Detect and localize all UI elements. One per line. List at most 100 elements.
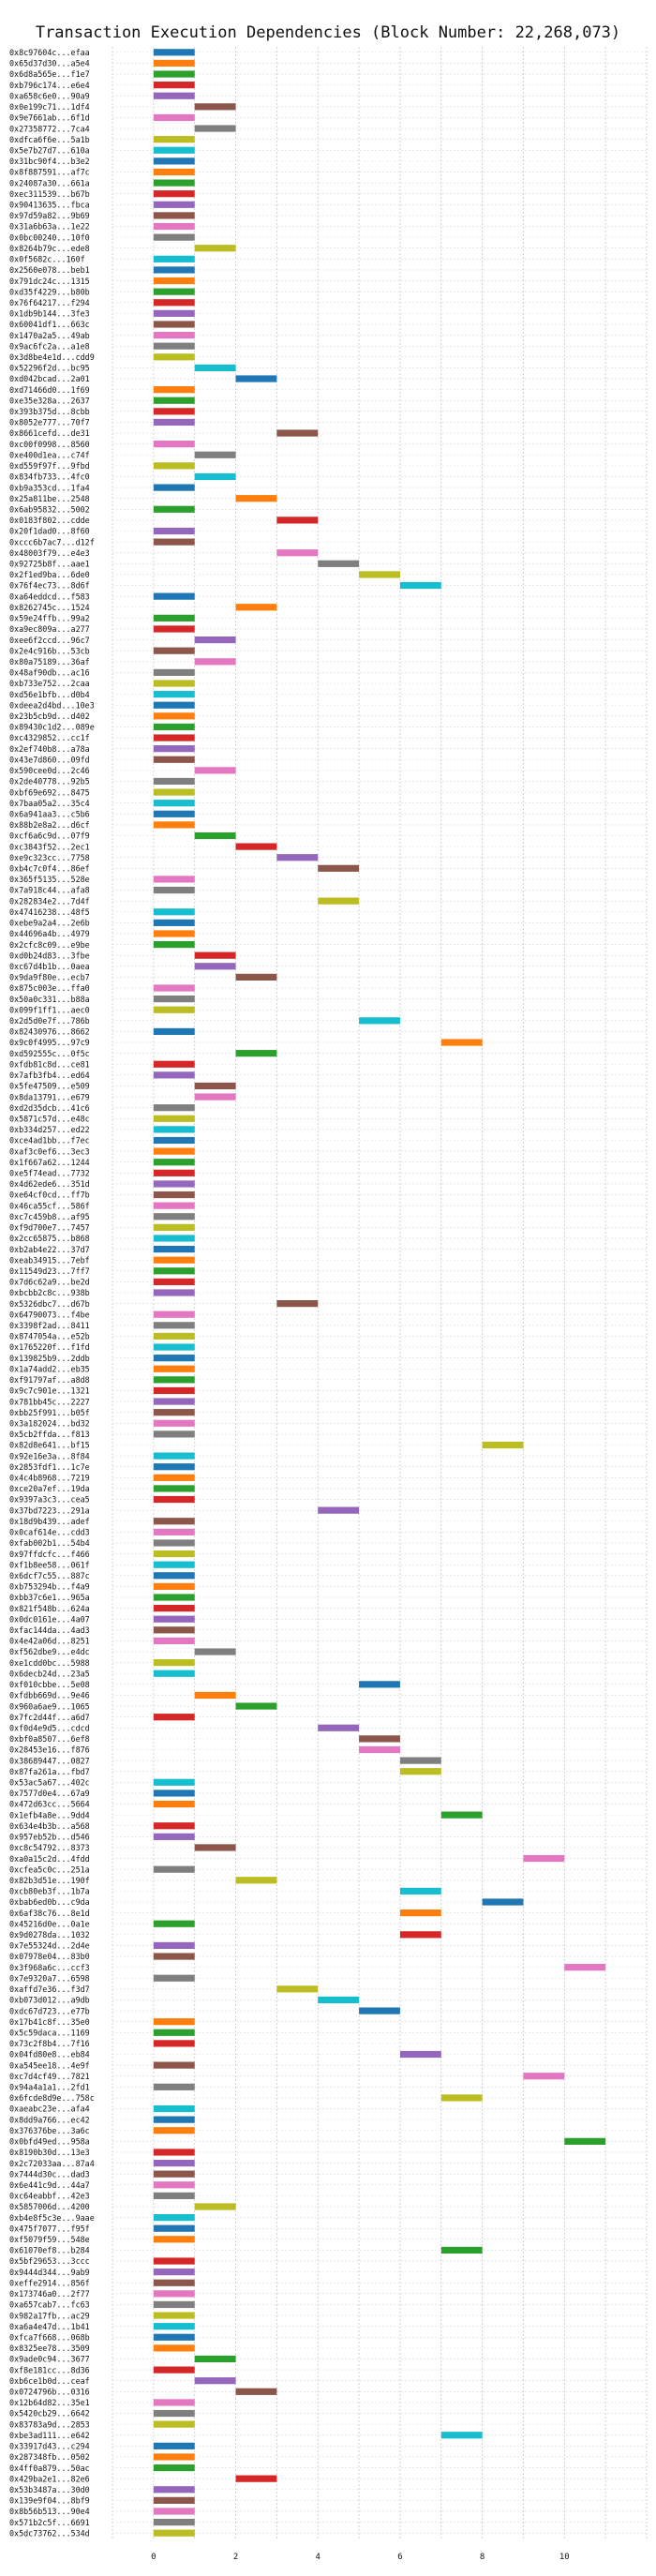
y-tick-label: 0xbf0a8507...6ef8 xyxy=(9,1734,90,1744)
y-tick-label: 0x47416238...48f5 xyxy=(9,907,90,917)
y-tick-label: 0x5bf29653...3ccc xyxy=(9,2256,90,2266)
bar xyxy=(153,2061,195,2069)
bar xyxy=(153,1386,195,1395)
y-tick-label: 0xce4ad1bb...f7ec xyxy=(9,1136,90,1146)
bar xyxy=(153,1169,195,1176)
y-tick-label: 0x64790073...f4be xyxy=(9,1310,90,1319)
bar xyxy=(153,353,195,361)
bar xyxy=(153,2529,195,2537)
y-tick-label: 0xc3843f52...2ec1 xyxy=(9,842,90,851)
y-tick-label: 0xf1b8ee58...061f xyxy=(9,1560,90,1569)
y-tick-label: 0xaf3c0ef6...3ec3 xyxy=(9,1146,90,1156)
y-tick-label: 0x6d8a565e...f1e7 xyxy=(9,69,90,79)
bar xyxy=(153,1485,195,1492)
bar xyxy=(153,408,195,415)
bar xyxy=(153,701,195,709)
bar xyxy=(399,1768,441,1775)
bar xyxy=(153,1180,195,1188)
bar xyxy=(399,581,441,590)
y-tick-label: 0xc8c54792...8373 xyxy=(9,1843,90,1852)
bar xyxy=(153,1941,195,1950)
bar xyxy=(153,462,195,470)
bar xyxy=(153,2116,195,2123)
bar xyxy=(153,1539,195,1547)
bar xyxy=(235,2475,277,2482)
y-tick-label: 0xa0a15c2d...4fdd xyxy=(9,1854,90,1864)
bar xyxy=(153,168,195,176)
y-tick-label: 0x27358772...7ca4 xyxy=(9,124,90,133)
bar xyxy=(153,1060,195,1068)
y-tick-label: 0xd71466d0...1f69 xyxy=(9,385,90,395)
bar xyxy=(153,2442,195,2449)
y-tick-label: 0x65d37d30...a5e4 xyxy=(9,59,90,68)
y-tick-label: 0x11549d23...7ff7 xyxy=(9,1266,90,1276)
bar xyxy=(153,2496,195,2504)
y-tick-label: 0x2560e078...beb1 xyxy=(9,265,90,275)
bar xyxy=(276,517,319,524)
bar xyxy=(359,571,400,578)
y-tick-label: 0xfca7f668...068b xyxy=(9,2332,90,2342)
bars xyxy=(153,49,606,2537)
y-tick-label: 0xcb80eb3f...1b7a xyxy=(9,1887,90,1896)
bar xyxy=(153,908,195,916)
y-tick-label: 0xd042bcad...2a01 xyxy=(9,374,90,383)
bar xyxy=(153,625,195,633)
y-tick-label: 0x781bb45c...2227 xyxy=(9,1397,90,1406)
bar xyxy=(153,49,195,56)
bar xyxy=(194,125,236,132)
bar xyxy=(153,1136,195,1145)
y-tick-label: 0xeab34915...7ebf xyxy=(9,1255,90,1265)
y-tick-label: 0x88b2e8a2...d6cf xyxy=(9,820,90,830)
bar xyxy=(153,2181,195,2189)
y-tick-label: 0xccc6b7ac7...d12f xyxy=(9,537,95,547)
y-tick-label: 0xd592555c...0f5c xyxy=(9,1049,90,1058)
bar xyxy=(153,668,195,676)
y-tick-label: 0x82b3d51e...190f xyxy=(9,1876,90,1885)
y-tick-label: 0xfab002b1...54b4 xyxy=(9,1538,90,1548)
bar xyxy=(235,843,277,850)
y-tick-label: 0x3f968a6c...ccf3 xyxy=(9,1963,90,1972)
y-tick-label: 0x43e7d860...09fd xyxy=(9,755,90,764)
y-tick-label: 0x6ab95832...5002 xyxy=(9,504,90,514)
y-tick-label: 0x173746a0...2f77 xyxy=(9,2289,90,2299)
y-tick-label: 0x0f5682c...160f xyxy=(9,255,85,264)
bar xyxy=(235,1050,277,1057)
bar xyxy=(153,1605,195,1612)
y-tick-label: 0x24087a30...661a xyxy=(9,178,90,187)
y-tick-label: 0x4ff0a879...50ac xyxy=(9,2464,90,2473)
bar xyxy=(153,919,195,926)
y-tick-label: 0x7fc2d44f...a6d7 xyxy=(9,1713,90,1722)
bar xyxy=(153,418,195,427)
bar xyxy=(235,1877,277,1884)
y-tick-label: 0xa658c6e0...90a9 xyxy=(9,91,90,100)
bar xyxy=(318,1724,360,1731)
y-tick-label: 0x5871c57d...e48c xyxy=(9,1114,90,1123)
bar xyxy=(153,647,195,654)
y-tick-label: 0x875c003e...ffa0 xyxy=(9,983,90,993)
y-tick-label: 0x6decb24d...23a5 xyxy=(9,1669,90,1678)
bar xyxy=(153,2333,195,2341)
y-tick-label: 0x1f667a62...1244 xyxy=(9,1158,90,1167)
bar xyxy=(153,2018,195,2026)
bar xyxy=(153,2290,195,2298)
bar xyxy=(153,288,195,295)
y-tick-label: 0x0bfd49ed...958a xyxy=(9,2137,90,2147)
bar xyxy=(194,103,236,111)
bar xyxy=(153,1800,195,1808)
bar xyxy=(153,1833,195,1840)
bar xyxy=(153,1343,195,1351)
bar xyxy=(359,2007,400,2014)
y-tick-label: 0x9ade0c94...3677 xyxy=(9,2355,90,2364)
y-tick-label: 0x7577d0e4...67a9 xyxy=(9,1789,90,1798)
bar xyxy=(399,1931,441,1939)
y-tick-label: 0x20f1dad0...8f60 xyxy=(9,527,90,536)
y-tick-label: 0x07978e04...83b0 xyxy=(9,1952,90,1961)
y-tick-label: 0x31bc90f4...b3e2 xyxy=(9,157,90,166)
y-tick-labels: 0x8c97604c...efaa 0x65d37d30...a5e40x6d8a… xyxy=(9,48,95,2538)
bar xyxy=(153,1376,195,1384)
bar xyxy=(153,527,195,535)
bar xyxy=(153,1974,195,1982)
y-tick-label: 0xdc67d723...e77b xyxy=(9,2006,90,2015)
bar xyxy=(153,1790,195,1797)
bar xyxy=(153,277,195,285)
